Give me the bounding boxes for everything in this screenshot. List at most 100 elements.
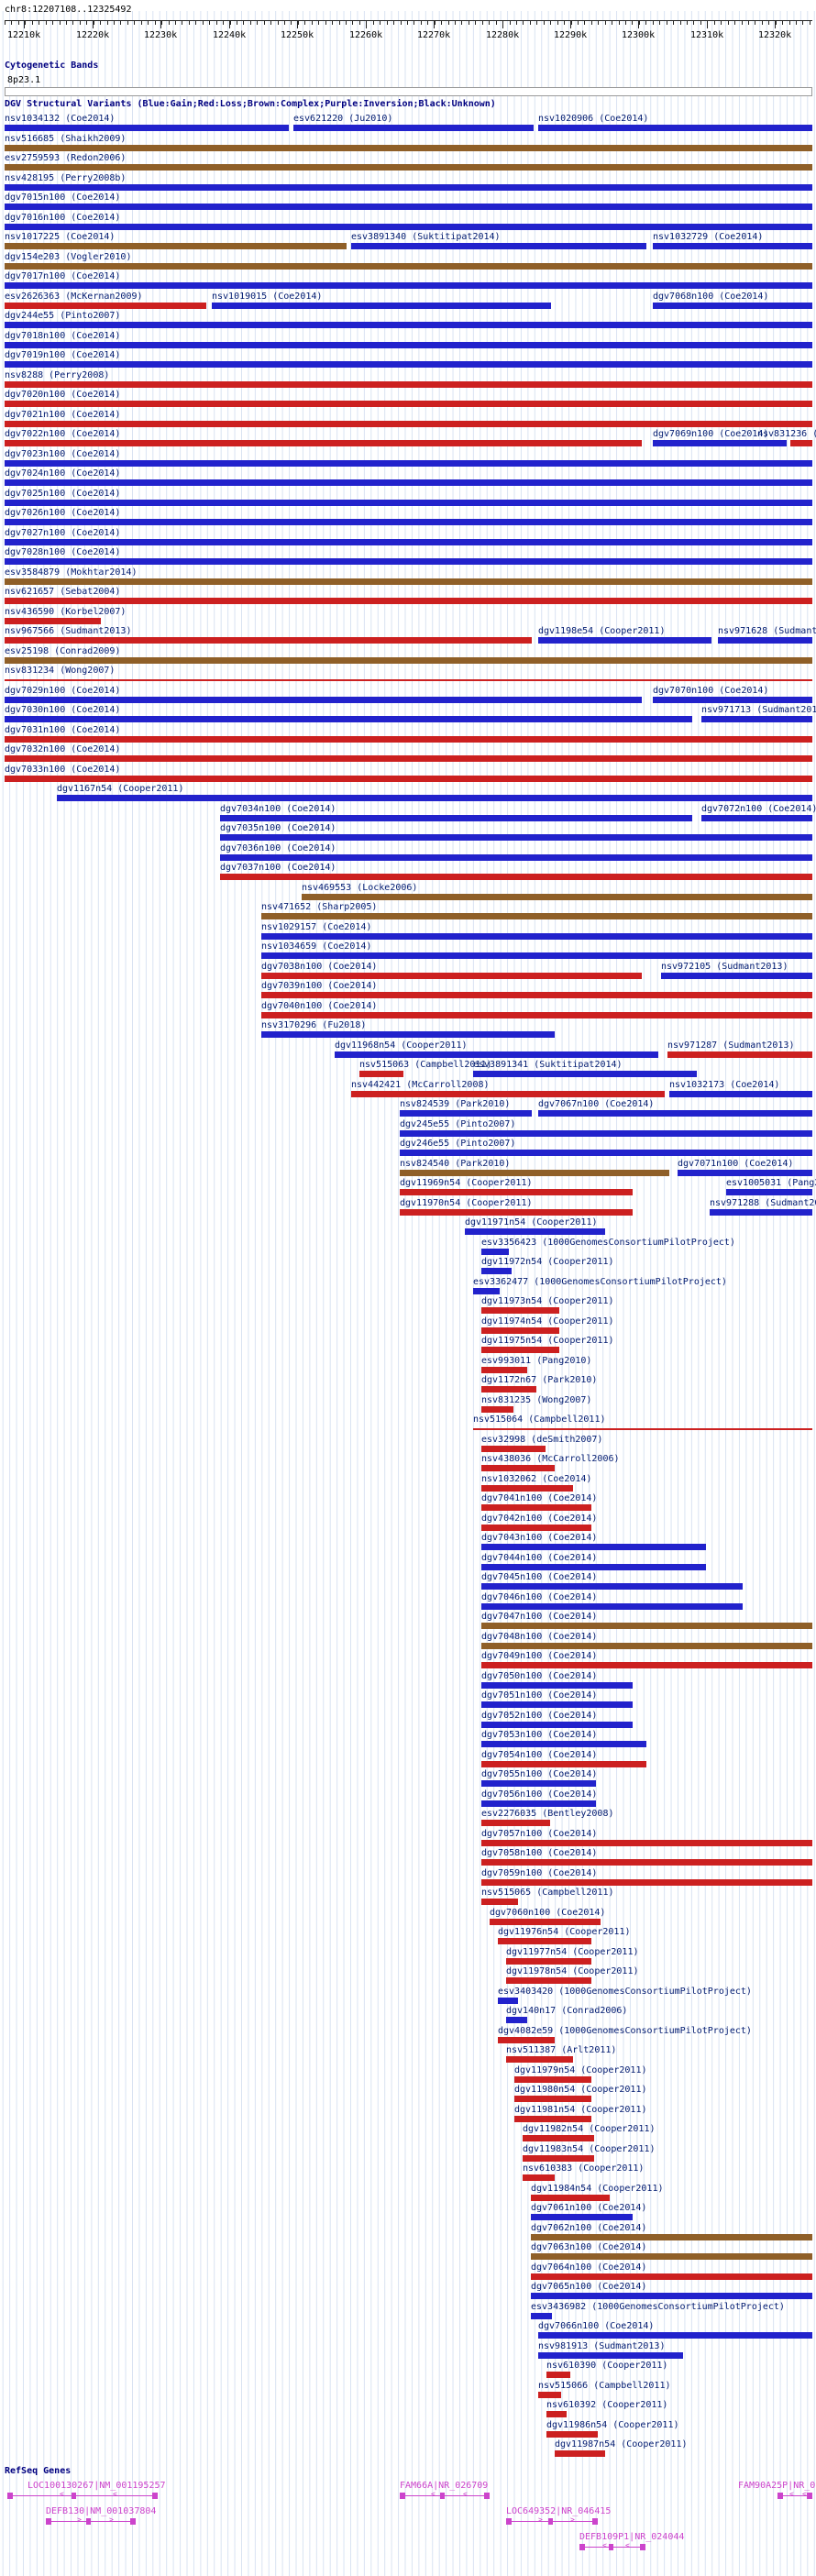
variant-bar[interactable] xyxy=(523,2174,555,2181)
variant-bar[interactable] xyxy=(473,1071,697,1077)
variant-bar[interactable] xyxy=(538,2351,683,2359)
ruler[interactable]: 12210k 12220k 12230k 12240k 12250k 12260k 1227… xyxy=(0,15,816,53)
variant-bar[interactable] xyxy=(293,125,534,131)
variant-bar[interactable] xyxy=(481,1524,591,1531)
variant-bar[interactable] xyxy=(5,479,812,486)
variant-bar[interactable] xyxy=(531,2312,552,2319)
variant-bar[interactable] xyxy=(5,558,812,565)
variant-bar[interactable] xyxy=(653,440,787,446)
gene-glyph[interactable]: > > xyxy=(506,2515,598,2526)
variant-bar[interactable] xyxy=(5,164,812,171)
variant-bar[interactable] xyxy=(481,1248,509,1255)
variant-bar[interactable] xyxy=(538,637,711,644)
variant-bar[interactable] xyxy=(498,1997,518,2004)
variant-bar[interactable] xyxy=(490,1918,601,1925)
variant-bar[interactable] xyxy=(5,696,642,703)
variant-bar[interactable] xyxy=(5,679,812,681)
variant-bar[interactable] xyxy=(400,1110,532,1117)
variant-bar[interactable] xyxy=(481,1701,633,1708)
variant-bar[interactable] xyxy=(5,223,812,230)
variant-bar[interactable] xyxy=(261,932,812,940)
variant-bar[interactable] xyxy=(506,2017,527,2023)
variant-bar[interactable] xyxy=(400,1169,669,1176)
variant-bar[interactable] xyxy=(546,2372,570,2378)
variant-bar[interactable] xyxy=(359,1071,403,1077)
variant-bar[interactable] xyxy=(5,755,812,762)
variant-bar[interactable] xyxy=(261,972,642,979)
variant-bar[interactable] xyxy=(5,617,101,624)
variant-bar[interactable] xyxy=(481,1899,518,1905)
variant-bar[interactable] xyxy=(302,893,812,900)
variant-bar[interactable] xyxy=(678,1169,812,1176)
variant-bar[interactable] xyxy=(538,125,812,131)
variant-bar[interactable] xyxy=(400,1208,633,1216)
variant-bar[interactable] xyxy=(531,2273,812,2280)
variant-bar[interactable] xyxy=(481,1859,812,1866)
variant-bar[interactable] xyxy=(531,2293,812,2299)
variant-bar[interactable] xyxy=(481,1820,550,1826)
variant-bar[interactable] xyxy=(212,302,551,309)
variant-bar[interactable] xyxy=(546,2411,567,2417)
variant-bar[interactable] xyxy=(538,2332,812,2339)
variant-bar[interactable] xyxy=(220,853,812,861)
variant-bar[interactable] xyxy=(669,1090,812,1097)
variant-bar[interactable] xyxy=(726,1189,812,1195)
variant-bar[interactable] xyxy=(531,2214,633,2220)
variant-bar[interactable] xyxy=(481,1445,546,1452)
variant-bar[interactable] xyxy=(481,1760,646,1767)
variant-bar[interactable] xyxy=(5,380,812,388)
gene-glyph[interactable]: < < xyxy=(400,2490,490,2500)
variant-bar[interactable] xyxy=(555,2450,605,2457)
variant-bar[interactable] xyxy=(481,1878,812,1886)
variant-bar[interactable] xyxy=(701,716,812,722)
variant-bar[interactable] xyxy=(538,2391,561,2398)
variant-bar[interactable] xyxy=(5,401,812,407)
variant-bar[interactable] xyxy=(5,420,812,427)
variant-bar[interactable] xyxy=(5,716,692,722)
variant-bar[interactable] xyxy=(481,1602,743,1610)
variant-bar[interactable] xyxy=(481,1386,536,1393)
variant-bar[interactable] xyxy=(481,1623,812,1629)
variant-bar[interactable] xyxy=(351,1090,665,1097)
variant-bar[interactable] xyxy=(261,913,812,919)
variant-bar[interactable] xyxy=(514,2075,591,2083)
variant-bar[interactable] xyxy=(261,992,812,998)
variant-bar[interactable] xyxy=(790,440,812,446)
variant-bar[interactable] xyxy=(661,972,812,979)
variant-bar[interactable] xyxy=(5,204,812,210)
variant-bar[interactable] xyxy=(514,2096,591,2102)
variant-bar[interactable] xyxy=(5,637,532,644)
variant-bar[interactable] xyxy=(481,1484,573,1492)
variant-bar[interactable] xyxy=(5,361,812,368)
variant-bar[interactable] xyxy=(538,1110,812,1117)
variant-bar[interactable] xyxy=(653,302,812,309)
variant-bar[interactable] xyxy=(710,1208,812,1216)
variant-bar[interactable] xyxy=(481,1327,559,1334)
variant-bar[interactable] xyxy=(481,1307,559,1314)
variant-bar[interactable] xyxy=(5,262,812,270)
variant-bar[interactable] xyxy=(523,2135,594,2141)
variant-bar[interactable] xyxy=(653,696,812,703)
variant-bar[interactable] xyxy=(498,1938,591,1944)
variant-bar[interactable] xyxy=(481,1563,706,1570)
variant-bar[interactable] xyxy=(335,1051,658,1058)
variant-bar[interactable] xyxy=(481,1405,513,1413)
variant-bar[interactable] xyxy=(5,282,812,289)
variant-bar[interactable] xyxy=(481,1662,812,1668)
variant-bar[interactable] xyxy=(220,874,812,880)
gene-glyph[interactable]: > > xyxy=(46,2515,136,2526)
variant-bar[interactable] xyxy=(5,322,812,328)
variant-bar[interactable] xyxy=(5,243,347,249)
variant-bar[interactable] xyxy=(523,2154,594,2162)
variant-bar[interactable] xyxy=(5,302,206,309)
gene-glyph[interactable]: < < xyxy=(579,2541,645,2551)
variant-bar[interactable] xyxy=(481,1780,596,1787)
variant-bar[interactable] xyxy=(481,1366,527,1373)
variant-bar[interactable] xyxy=(261,952,812,959)
variant-bar[interactable] xyxy=(701,814,812,821)
variant-bar[interactable] xyxy=(261,1011,812,1018)
variant-bar[interactable] xyxy=(481,1839,812,1846)
variant-bar[interactable] xyxy=(481,1681,633,1689)
variant-bar[interactable] xyxy=(667,1051,812,1058)
variant-bar[interactable] xyxy=(5,538,812,545)
